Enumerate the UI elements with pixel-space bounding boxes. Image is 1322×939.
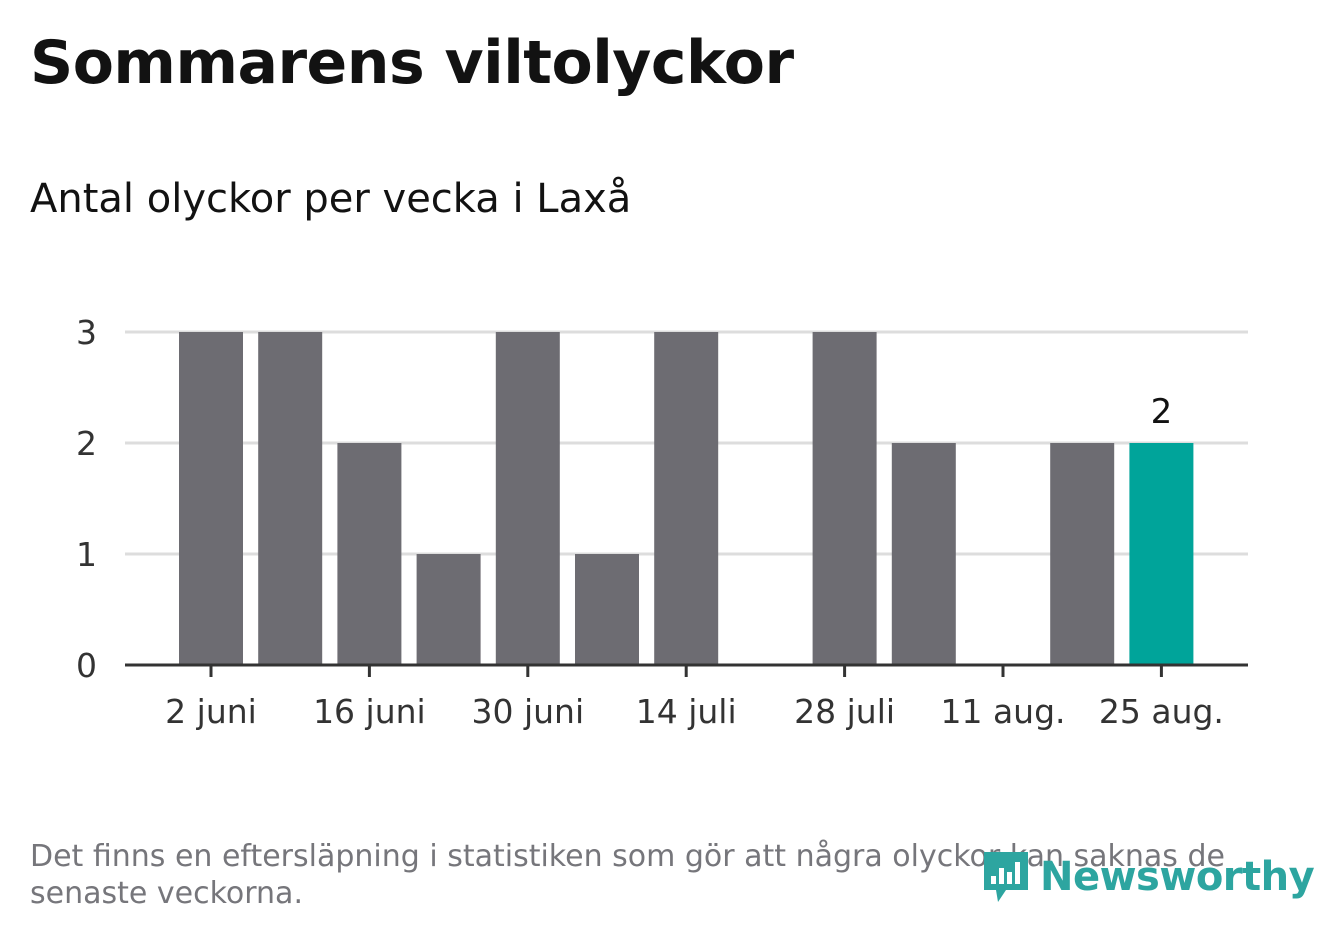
x-axis-labels: 2 juni 16 juni 30 juni 14 juli 28 juli 11 aug… [165,692,1224,731]
bar-chart: 0 1 2 3 2 2 juni 16 juni 30 juni 14 juli 28 jul… [76,313,1248,731]
bar-chart-speech-bubble-icon [984,852,1028,902]
chart-subtitle: Antal olyckor per vecka i Laxå [30,176,632,222]
bars: 2 [179,332,1194,665]
bar [416,554,481,665]
x-tick-label: 25 aug. [1099,692,1224,731]
y-tick-label: 0 [76,646,97,685]
x-tick-label: 14 juli [636,692,737,731]
y-tick-label: 2 [76,424,97,463]
y-tick-label: 1 [76,535,97,574]
bar [337,443,402,665]
x-tick-label: 11 aug. [940,692,1065,731]
newsworthy-logo: Newsworthy [980,848,1315,906]
x-tick-label: 28 juli [794,692,895,731]
chart-title: Sommarens viltolyckor [30,28,794,98]
data-label: 2 [1151,392,1173,432]
bar [891,443,956,665]
bar-highlight [1129,443,1194,665]
bar [1050,443,1115,665]
bar [575,554,639,665]
bar [179,332,243,665]
bar [812,332,877,665]
bar [495,332,560,665]
x-tick-label: 16 juni [313,692,426,731]
x-axis [125,663,1248,677]
bar [258,332,323,665]
y-axis-labels: 0 1 2 3 [76,313,97,685]
x-tick-label: 30 juni [471,692,584,731]
brand-name: Newsworthy [1040,854,1315,900]
bar [654,332,719,665]
y-tick-label: 3 [76,313,97,352]
x-tick-label: 2 juni [165,692,257,731]
